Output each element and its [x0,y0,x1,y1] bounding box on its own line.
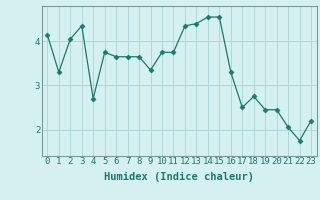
X-axis label: Humidex (Indice chaleur): Humidex (Indice chaleur) [104,172,254,182]
